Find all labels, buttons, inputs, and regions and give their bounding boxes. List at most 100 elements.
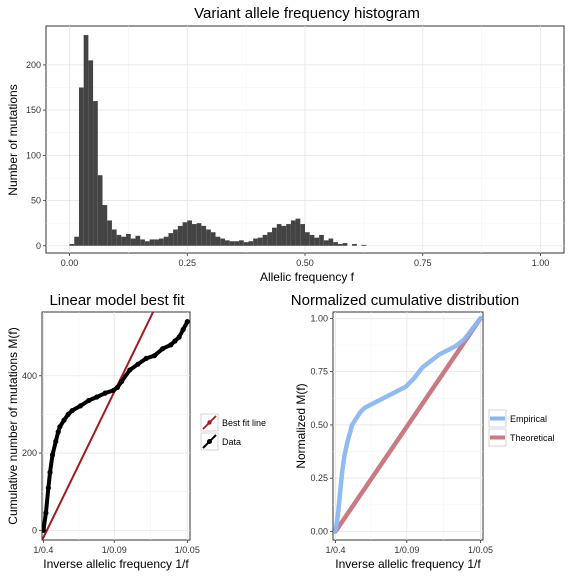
y-tick-label: 0.00 (310, 526, 328, 536)
histogram-bar (74, 236, 79, 246)
histogram-bar (126, 234, 131, 246)
data-point (110, 387, 116, 394)
histogram-bar (309, 234, 315, 246)
histogram-bar (182, 222, 188, 246)
histogram-bar (229, 241, 235, 246)
data-point (172, 338, 178, 344)
histogram-bar (107, 220, 112, 246)
histogram-bar (191, 224, 197, 246)
histogram-bar (272, 227, 277, 246)
histogram-grid (46, 26, 564, 253)
x-tick-label: 0.50 (296, 258, 314, 268)
x-tick-label: 1.00 (532, 258, 550, 268)
histogram-bar (239, 240, 244, 246)
histogram-bar (305, 232, 310, 246)
data-point (160, 346, 166, 352)
histogram-bar (290, 220, 296, 246)
data-point (151, 353, 158, 359)
histogram-bar (177, 225, 183, 246)
data-point (57, 424, 63, 430)
y-tick-label: 200 (22, 448, 37, 458)
y-tick-label: 0.50 (310, 420, 328, 430)
y-tick-label: 50 (31, 196, 41, 206)
histogram-bar (286, 224, 291, 246)
histogram-bar (234, 241, 240, 246)
histogram-bar (352, 243, 357, 246)
data-point (86, 397, 92, 404)
legend-point-best-fit (207, 420, 212, 425)
y-tick-label: 1.00 (310, 313, 328, 323)
x-tick-label: 1/0.4 (33, 545, 53, 555)
data-point (69, 407, 75, 414)
histogram-bar (337, 243, 343, 246)
histogram-bar (243, 242, 249, 246)
histogram-bar (295, 218, 301, 246)
histogram-bar (215, 236, 221, 246)
normalized-legend: Empirical Theoretical (488, 409, 555, 447)
histogram-bar (187, 220, 192, 246)
histogram-bar (140, 239, 145, 246)
histogram-x-axis-title: Allelic frequency f (260, 270, 355, 284)
histogram-bars (69, 35, 367, 246)
histogram-bar (300, 224, 305, 246)
y-tick-label: 400 (22, 371, 37, 381)
histogram-bar (149, 239, 155, 246)
data-point (77, 403, 84, 409)
histogram-bar (93, 101, 98, 246)
theoretical-line (333, 316, 483, 534)
histogram-panel: Variant allele frequency histogram 0.00 0… (6, 5, 565, 284)
data-point (94, 394, 100, 400)
histogram-bar (69, 243, 75, 246)
normalized-y-axis-title: Normalized M(f) (294, 383, 308, 468)
linear-model-legend: Best fit line Data (200, 413, 266, 451)
data-point (65, 411, 71, 418)
data-point (168, 342, 174, 348)
y-tick-label: 150 (26, 105, 41, 115)
histogram-bar (333, 242, 338, 246)
histogram-bar (163, 236, 169, 246)
y-tick-label: 0 (36, 241, 41, 251)
linear-model-y-ticks: 0 200 400 (22, 371, 42, 535)
histogram-bar (314, 237, 320, 246)
data-point (47, 469, 53, 475)
linear-model-title: Linear model best fit (49, 292, 185, 309)
histogram-title: Variant allele frequency histogram (194, 5, 420, 22)
data-point (55, 429, 61, 435)
linear-model-plot-area (41, 311, 191, 541)
histogram-bar (323, 240, 329, 246)
normalized-title: Normalized cumulative distribution (291, 292, 519, 309)
y-tick-label: 100 (26, 150, 41, 160)
data-point (180, 326, 186, 332)
histogram-bar (168, 233, 174, 246)
data-point (45, 485, 51, 491)
histogram-bar (173, 229, 178, 246)
data-point (135, 361, 141, 367)
data-point (143, 355, 149, 361)
legend-label-empirical: Empirical (510, 414, 547, 424)
data-point (127, 367, 133, 373)
data-point (43, 510, 49, 516)
normalized-x-axis-title: Inverse allelic frequency 1/f (335, 557, 481, 571)
histogram-bar (135, 235, 141, 246)
histogram-bar (159, 238, 164, 246)
x-tick-label: 1/0.05 (175, 545, 200, 555)
data-point (42, 527, 47, 533)
y-tick-label: 0.25 (310, 473, 328, 483)
histogram-bar (121, 236, 127, 246)
histogram-bar (262, 234, 268, 246)
histogram-bar (83, 35, 89, 246)
y-tick-label: 0.75 (310, 367, 328, 377)
histogram-bar (97, 175, 103, 246)
histogram-bar (111, 229, 117, 246)
normalized-y-ticks: 0.00 0.25 0.50 0.75 1.00 (310, 313, 333, 536)
histogram-bar (319, 234, 324, 246)
histogram-bar (78, 87, 84, 246)
empirical-line (333, 316, 483, 534)
histogram-bar (267, 232, 273, 246)
legend-point-data (207, 439, 212, 444)
normalized-x-ticks: 1/0.4 1/0.09 1/0.05 (325, 540, 493, 555)
histogram-bar (224, 240, 230, 246)
y-tick-label: 200 (26, 60, 41, 70)
linear-model-x-axis-title: Inverse allelic frequency 1/f (43, 557, 189, 571)
